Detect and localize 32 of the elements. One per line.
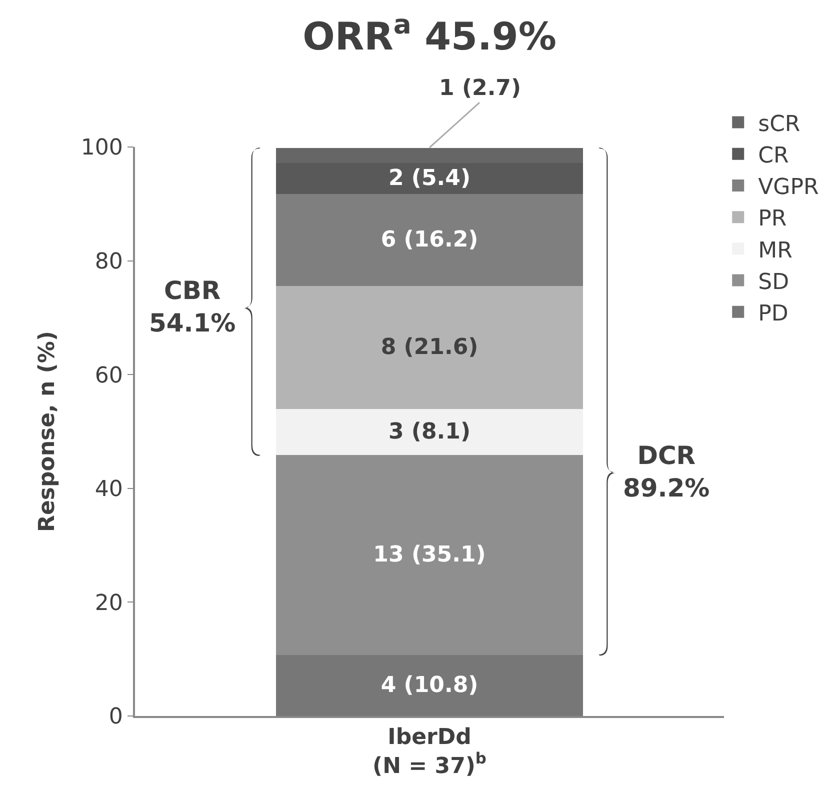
legend-label: sCR [758,112,800,137]
legend-label: PD [758,301,788,326]
legend-label: MR [758,238,792,264]
x-tick-label: IberDd (N = 37)$^{b}$ [372,725,486,779]
y-axis-title: Response, n (%) [35,331,60,532]
bar [276,409,583,455]
bar [276,194,583,286]
bar [276,163,583,194]
legend-label: CR [758,143,789,168]
y-tick-label: 100 [80,136,123,161]
legend-label: PR [758,206,787,232]
bar [276,286,583,409]
data-label: 1 (2.7) [439,76,522,101]
data-label: 3 (8.1) [388,420,471,444]
data-label: 6 (16.2) [380,228,478,252]
y-tick-label: 0 [108,704,123,730]
annotation: DCR 89.2% [623,441,710,502]
legend-label: VGPR [758,175,819,200]
bar [276,655,583,716]
y-tick-label: 20 [94,590,123,616]
y-tick-label: 60 [94,363,123,388]
annotation: CBR 54.1% [149,276,236,338]
data-label: 13 (35.1) [373,542,486,568]
legend-label: SD [758,270,790,295]
data-label: 2 (5.4) [388,166,471,191]
data-label: 4 (10.8) [380,673,478,698]
bar [276,148,583,163]
data-label: 8 (21.6) [380,335,478,360]
chart-title: ORR$^{a}$ 45.9% [302,9,556,58]
bar [276,455,583,655]
y-tick-label: 80 [94,250,123,274]
y-tick-label: 40 [94,477,123,502]
